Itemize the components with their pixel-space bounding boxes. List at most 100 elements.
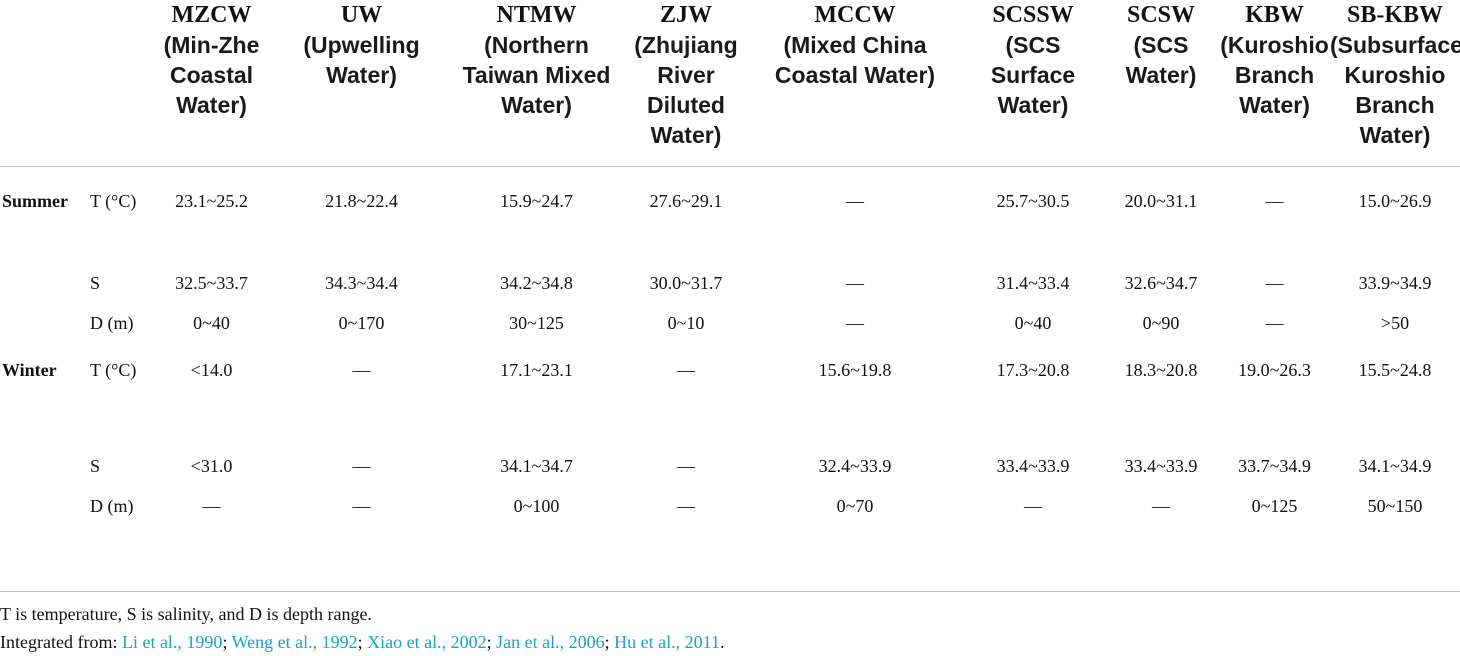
value-cell: 34.1~34.9 <box>1358 455 1432 476</box>
value-cell: 15.6~19.8 <box>818 359 892 380</box>
column-abbr: SCSW <box>1126 2 1196 28</box>
season-label: Summer <box>2 191 68 211</box>
reference-link[interactable]: Weng et al., 1992 <box>231 632 358 652</box>
value-cell: 30.0~31.7 <box>649 272 723 293</box>
source-prefix: Integrated from: <box>0 632 122 652</box>
reference-separator: ; <box>222 632 232 652</box>
value-cell: 34.2~34.8 <box>500 272 573 293</box>
value-cell: 31.4~33.4 <box>996 272 1070 293</box>
parameter-label: S <box>90 455 101 476</box>
column-full-name: (Mixed China Coastal Water) <box>774 32 936 88</box>
value-cell: 0~40 <box>193 312 230 333</box>
parameter-label: D (m) <box>90 312 134 333</box>
column-full-name: (Northern Taiwan Mixed Water) <box>462 32 611 118</box>
table-row: S <31.0 — 34.1~34.7 — 32.4~33.9 33.4~33.9 33.4~… <box>0 440 1460 480</box>
table-row: D (m) — — 0~100 — 0~70 — — 0~125 50~150 <box>0 480 1460 527</box>
reference-separator: . <box>719 632 725 652</box>
column-abbr: KBW <box>1245 2 1304 28</box>
table-row: S 32.5~33.7 34.3~34.4 34.2~34.8 30.0~31.7 — 31… <box>0 257 1460 297</box>
value-cell: 23.1~25.2 <box>175 191 248 211</box>
value-cell: 17.1~23.1 <box>500 359 573 380</box>
value-cell: 18.3~20.8 <box>1124 359 1198 380</box>
value-cell: 21.8~22.4 <box>325 191 398 211</box>
value-cell: — <box>1265 272 1284 293</box>
value-cell: 0~10 <box>667 312 705 333</box>
value-cell: 15.5~24.8 <box>1358 359 1432 380</box>
column-header-kbw: KBW (Kuroshio Branch Water) <box>1219 0 1330 167</box>
value-cell: — <box>1265 191 1284 211</box>
column-header-scsw: SCSW (SCS Water) <box>1103 0 1219 167</box>
column-full-name: (SCS Surface Water) <box>990 32 1076 118</box>
value-cell: 0~40 <box>1014 312 1052 333</box>
table-row: Winter T (°C) <14.0 — 17.1~23.1 — 15.6~19.8 17.… <box>0 344 1460 440</box>
column-header-sb-kbw: SB-KBW (Subsurface Kuroshio Branch Water) <box>1330 0 1460 167</box>
value-cell: 32.6~34.7 <box>1124 272 1198 293</box>
column-header-zjw: ZJW (Zhujiang River Diluted Water) <box>625 0 747 167</box>
value-cell: — <box>352 495 371 516</box>
value-cell: 0~70 <box>836 495 874 516</box>
column-abbr: MZCW <box>171 2 252 28</box>
parameter-label: D (m) <box>90 495 134 516</box>
table-row: Summer T (°C) 23.1~25.2 21.8~22.4 15.9~24.7 2… <box>0 167 1460 257</box>
reference-link[interactable]: Hu et al., 2011 <box>614 632 720 652</box>
reference-separator: ; <box>604 632 615 652</box>
column-full-name: (Min-Zhe Coastal Water) <box>163 32 260 118</box>
value-cell: 19.0~26.3 <box>1238 359 1311 380</box>
value-cell: 0~100 <box>513 495 560 516</box>
value-cell: 34.3~34.4 <box>325 272 398 293</box>
value-cell: 15.9~24.7 <box>500 191 573 211</box>
column-full-name: (Zhujiang River Diluted Water) <box>634 32 738 148</box>
water-mass-table: MZCW (Min-Zhe Coastal Water) UW (Upwelling … <box>0 0 1460 527</box>
value-cell: 30~125 <box>509 312 564 333</box>
value-cell: <31.0 <box>190 455 233 476</box>
value-cell: — <box>677 359 695 380</box>
source-note: Integrated from: Li et al., 1990; Weng e… <box>0 628 724 656</box>
reference-link[interactable]: Xiao et al., 2002 <box>367 632 487 652</box>
column-abbr: SCSSW <box>992 2 1074 28</box>
reference-separator: ; <box>357 632 368 652</box>
value-cell: 34.1~34.7 <box>500 455 573 476</box>
column-header-mzcw: MZCW (Min-Zhe Coastal Water) <box>148 0 275 167</box>
value-cell: 0~125 <box>1251 495 1298 516</box>
value-cell: — <box>352 455 371 476</box>
value-cell: >50 <box>1380 312 1410 333</box>
column-full-name: (Upwelling Water) <box>303 32 420 88</box>
table-body: Summer T (°C) 23.1~25.2 21.8~22.4 15.9~24.7 2… <box>0 167 1460 527</box>
season-label: Winter <box>2 359 57 380</box>
column-abbr: UW <box>340 2 383 28</box>
value-cell: 33.4~33.9 <box>1124 455 1198 476</box>
season-label <box>0 480 90 527</box>
parameter-label: T (°C) <box>90 359 137 380</box>
value-cell: — <box>846 312 864 333</box>
value-cell: 33.4~33.9 <box>996 455 1070 476</box>
value-cell: 17.3~20.8 <box>996 359 1070 380</box>
value-cell: 15.0~26.9 <box>1358 191 1432 211</box>
column-header-scssw: SCSSW (SCS Surface Water) <box>963 0 1103 167</box>
column-full-name: (SCS Water) <box>1125 32 1197 88</box>
value-cell: 50~150 <box>1367 495 1423 516</box>
value-cell: — <box>1265 312 1284 333</box>
value-cell: 20.0~31.1 <box>1124 191 1198 211</box>
value-cell: — <box>1024 495 1042 516</box>
value-cell: — <box>846 272 864 293</box>
value-cell: — <box>1152 495 1170 516</box>
season-label <box>0 440 90 480</box>
column-header-mccw: MCCW (Mixed China Coastal Water) <box>747 0 963 167</box>
reference-link[interactable]: Li et al., 1990 <box>121 632 223 652</box>
value-cell: 0~170 <box>338 312 385 333</box>
value-cell: — <box>202 495 221 516</box>
column-abbr: SB-KBW <box>1346 2 1444 28</box>
column-header-ntmw: NTMW (Northern Taiwan Mixed Water) <box>448 0 625 167</box>
column-full-name: (Subsurface Kuroshio Branch Water) <box>1330 32 1460 148</box>
value-cell: 32.4~33.9 <box>818 455 892 476</box>
value-cell: 33.9~34.9 <box>1358 272 1432 293</box>
parameter-label: S <box>90 272 101 293</box>
value-cell: 33.7~34.9 <box>1238 455 1311 476</box>
table-notes: T is temperature, S is salinity, and D i… <box>0 600 724 656</box>
value-cell: 32.5~33.7 <box>175 272 248 293</box>
header-empty-param <box>90 0 148 167</box>
reference-link[interactable]: Jan et al., 2006 <box>496 632 605 652</box>
column-abbr: ZJW <box>659 2 712 28</box>
reference-separator: ; <box>486 632 497 652</box>
